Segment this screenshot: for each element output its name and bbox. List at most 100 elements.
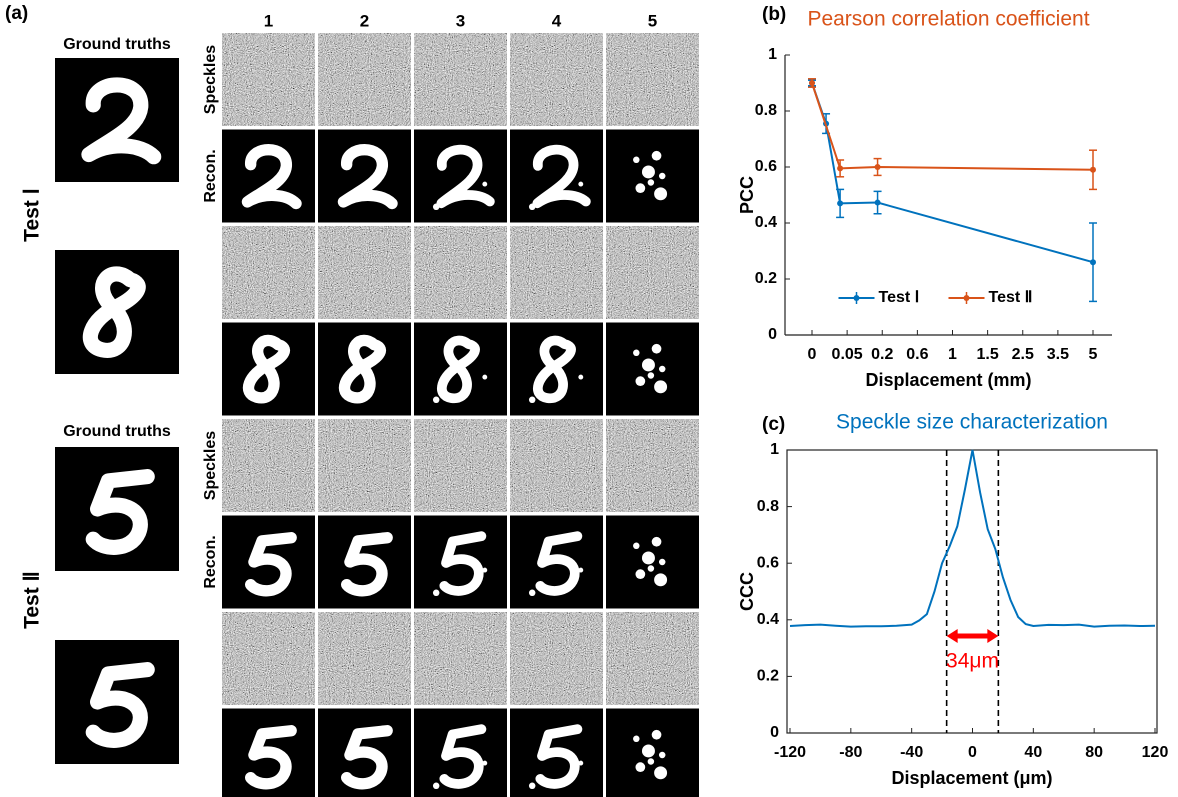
chart-title: Pearson correlation coefficient: [807, 8, 1089, 31]
y-axis-label: PCC: [737, 176, 757, 214]
y-tick-label: 1: [768, 46, 777, 63]
digit-image: [85, 662, 155, 748]
y-tick-label: 0.6: [755, 158, 777, 175]
data-line: [789, 449, 1156, 628]
y-tick-label: 0.6: [757, 554, 779, 571]
x-tick-label: 1.5: [977, 346, 999, 363]
recon-blob: [635, 569, 646, 580]
y-tick-label: 0.4: [755, 214, 777, 231]
digit-stroke: [436, 144, 495, 209]
recon-blob: [651, 343, 662, 354]
digit-stroke: [535, 724, 583, 789]
recon-blob: [482, 567, 488, 573]
digit-stroke: [439, 531, 487, 596]
x-tick-label: 80: [1085, 744, 1103, 761]
digit-image: [528, 724, 584, 790]
recon-tile: [414, 129, 507, 223]
digit-image: [528, 531, 584, 597]
digit-image: [241, 144, 302, 210]
digit-stroke: [439, 724, 487, 789]
legend-label: Test Ⅱ: [989, 289, 1033, 306]
digit-image: [245, 532, 297, 597]
data-point: [874, 164, 881, 170]
digit-stroke: [241, 144, 302, 210]
recon-blob: [658, 172, 666, 180]
x-axis-label: Displacement (μm): [891, 768, 1052, 788]
recon-blob: [641, 358, 655, 372]
recon-tile: [510, 129, 603, 223]
x-tick-label: 1: [948, 346, 957, 363]
recon-blob: [633, 156, 640, 164]
recon-blob: [528, 203, 536, 211]
x-tick-label: 5: [1089, 346, 1098, 363]
speckle-tile: [510, 226, 603, 319]
recon-blob: [641, 165, 655, 179]
row-label: Speckles: [202, 431, 219, 500]
speckle-tile: [414, 419, 507, 512]
recon-blob: [641, 744, 655, 758]
recon-blob: [432, 589, 440, 597]
digit-image: [337, 144, 398, 210]
recon-blob: [651, 536, 662, 547]
digit-stroke: [85, 662, 155, 748]
y-tick-label: 1: [770, 441, 779, 458]
recon-blob: [578, 760, 584, 766]
digit-stroke: [535, 531, 583, 596]
speckle-tile: [606, 419, 699, 512]
y-axis-label: CCC: [737, 572, 757, 611]
column-label: 1: [264, 11, 273, 30]
column-label: 5: [648, 11, 657, 30]
panel-label: (a): [5, 3, 28, 24]
recon-blob: [482, 760, 488, 766]
recon-blob: [432, 396, 440, 404]
recon-blob: [635, 183, 646, 194]
x-tick-label: 2.5: [1012, 346, 1034, 363]
digit-stroke: [533, 335, 576, 403]
digit-image: [341, 725, 393, 790]
arrow-head: [987, 629, 999, 643]
recon-blob: [578, 181, 584, 187]
speckle-tile: [606, 33, 699, 126]
recon-blob: [658, 365, 666, 373]
group-label: Test Ⅱ: [21, 571, 44, 629]
speckle-tile: [318, 33, 411, 126]
recon-blob: [635, 376, 646, 387]
digit-stroke: [242, 334, 290, 404]
x-tick-label: 0.6: [906, 346, 928, 363]
recon-blob: [528, 589, 536, 597]
digit-image: [633, 729, 668, 780]
digit-stroke: [532, 144, 591, 209]
recon-blob: [633, 542, 640, 550]
data-line: [811, 82, 1094, 264]
digit-stroke: [341, 532, 393, 597]
y-tick-label: 0.4: [757, 611, 779, 628]
data-point: [1090, 166, 1096, 173]
speckle-tile: [222, 33, 315, 126]
recon-blob: [633, 349, 640, 357]
column-label: 3: [456, 11, 465, 30]
recon-blob: [432, 782, 440, 790]
x-tick-label: 0: [808, 346, 817, 363]
digit-image: [81, 77, 162, 165]
column-label: 4: [552, 11, 562, 30]
digit-stroke: [338, 334, 386, 404]
row-label: Recon.: [202, 149, 219, 202]
digit-image: [432, 724, 488, 790]
digit-stroke: [85, 469, 155, 555]
recon-blob: [641, 551, 655, 565]
recon-blob: [528, 396, 536, 404]
x-tick-label: 3.5: [1047, 346, 1069, 363]
digit-image: [432, 531, 488, 597]
panel-label: (b): [762, 4, 786, 25]
digit-stroke: [81, 77, 162, 165]
digit-image: [242, 334, 290, 404]
digit-image: [633, 343, 668, 394]
digit-image: [341, 532, 393, 597]
data-point: [809, 80, 815, 86]
plot-box: [786, 449, 1158, 734]
digit-stroke: [245, 725, 297, 790]
recon-blob: [482, 181, 488, 187]
ground-truth-image: [55, 58, 179, 182]
recon-blob: [654, 380, 668, 394]
